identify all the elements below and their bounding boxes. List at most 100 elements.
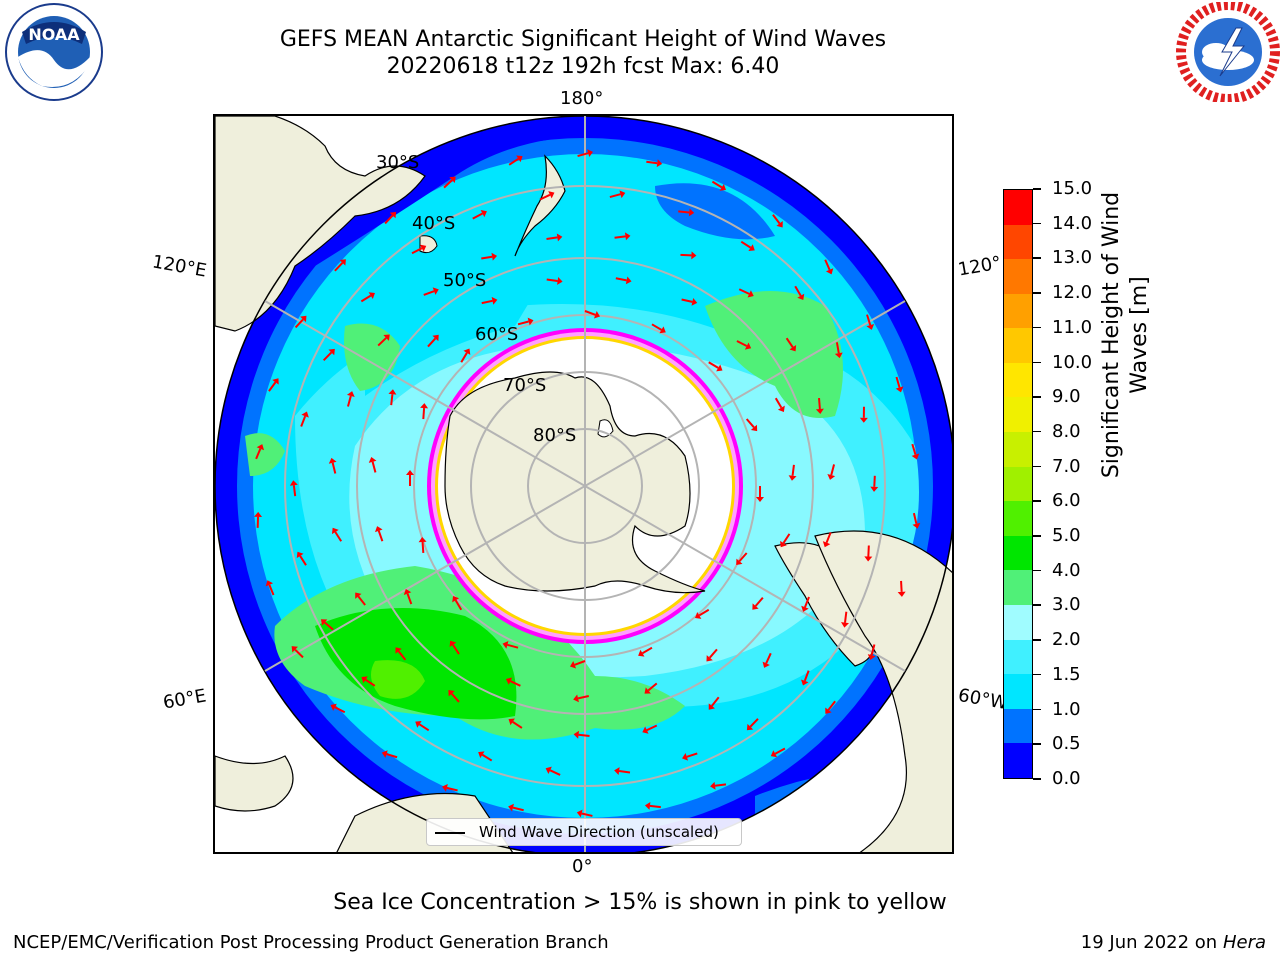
wave-direction-arrowhead [328, 457, 337, 464]
wave-direction-arrowhead [300, 315, 307, 323]
wave-direction-arrow [785, 337, 794, 348]
wave-direction-arrowhead [710, 781, 716, 790]
wave-direction-arrow [512, 806, 524, 812]
wave-direction-arrowhead [420, 403, 429, 409]
wave-direction-arrowhead [841, 622, 849, 628]
wave-direction-arrow [481, 255, 493, 260]
africa-south [215, 755, 294, 812]
wave-direction-arrowhead [502, 640, 509, 649]
wave-direction-arrow [450, 693, 460, 703]
wave-direction-arrow [774, 397, 783, 409]
wave-direction-arrowhead [870, 486, 879, 492]
wave-direction-arrowhead [573, 730, 580, 739]
wave-direction-arrowhead [406, 470, 414, 475]
wave-direction-arrow [427, 337, 437, 348]
colorbar-tick [1033, 604, 1041, 606]
legend-line-swatch [435, 832, 465, 834]
colorbar-tick-label: 11.0 [1052, 316, 1093, 338]
colorbar-segment [1004, 639, 1032, 675]
wave-direction-arrowhead [719, 184, 726, 191]
wave-direction-arrowhead [478, 751, 485, 759]
colorbar-tick [1033, 673, 1041, 676]
wave-direction-arrowhead [614, 767, 620, 776]
wave-direction-arrow [324, 621, 334, 631]
wave-direction-arrowhead [912, 522, 921, 529]
wave-direction-arrowhead [644, 687, 651, 694]
wave-direction-arrowhead [296, 551, 304, 559]
wave-direction-arrowhead [389, 211, 397, 219]
colorbar-segment [1004, 743, 1032, 778]
wave-direction-arrow [508, 157, 519, 166]
wave-direction-arrowhead [527, 317, 534, 326]
wave-direction-arrowhead [776, 221, 783, 228]
wave-direction-arrow [481, 753, 493, 762]
wave-direction-arrow [791, 464, 795, 476]
wave-direction-arrowhead [381, 750, 388, 758]
polar-map [215, 116, 952, 852]
wave-direction-arrow [510, 680, 521, 687]
wave-direction-arrowhead [339, 259, 346, 266]
wave-direction-arrowhead [644, 801, 651, 810]
colorbar-tick [1033, 361, 1041, 364]
lon-label-0: 0° [572, 856, 593, 877]
colorbar-tick-label: 12.0 [1052, 282, 1093, 304]
wave-direction-arrow [371, 461, 377, 473]
wave-direction-arrow [736, 340, 748, 347]
colorbar-tick [1033, 743, 1041, 745]
wave-direction-arrow [844, 611, 848, 623]
wave-direction-arrowhead [864, 556, 873, 562]
wave-direction-arrow [765, 652, 772, 664]
wave-direction-arrow [377, 337, 387, 347]
colorbar [1003, 189, 1033, 779]
wave-direction-arrowhead [480, 209, 487, 218]
map-legend: Wind Wave Direction (unscaled) [426, 818, 742, 846]
wave-direction-arrowhead [866, 323, 875, 330]
wave-direction-arrow [507, 643, 519, 649]
wave-direction-arrowhead [516, 155, 523, 163]
colorbar-tick-label: 14.0 [1052, 212, 1093, 234]
wave-direction-arrow [386, 753, 398, 759]
wave-direction-arrowhead [403, 588, 412, 596]
wave-direction-arrowhead [659, 326, 666, 334]
wave-direction-arrowhead [688, 208, 695, 217]
wave-direction-arrow [422, 407, 426, 420]
colorbar-tick [1033, 292, 1041, 294]
wave-direction-arrowhead [272, 378, 279, 385]
colorbar-tick-label: 13.0 [1052, 247, 1093, 269]
colorbar-tick [1033, 500, 1041, 502]
wave-direction-arrow [647, 682, 658, 692]
wave-direction-arrowhead [706, 655, 713, 662]
wave-direction-arrow [818, 397, 821, 410]
wave-direction-arrowhead [289, 480, 298, 486]
wave-direction-arrowhead [355, 592, 362, 599]
wave-direction-arrow [411, 247, 423, 255]
wave-direction-arrowhead [331, 527, 339, 535]
wave-direction-arrowhead [548, 191, 555, 199]
colorbar-segment [1004, 328, 1032, 363]
wave-direction-arrowhead [291, 646, 298, 653]
wave-direction-arrow [804, 596, 810, 608]
wave-direction-arrowhead [736, 558, 743, 566]
colorbar-segment [1004, 674, 1032, 709]
wave-direction-arrowhead [859, 417, 868, 423]
wave-direction-arrowhead [328, 348, 335, 356]
wave-direction-arrow [609, 193, 621, 199]
wave-direction-arrow [774, 747, 786, 755]
wave-direction-arrow [460, 352, 468, 363]
wave-direction-arrowhead [449, 640, 457, 648]
wave-direction-arrow [334, 706, 346, 714]
colorbar-tick-label: 7.0 [1052, 455, 1081, 477]
wave-direction-arrow [292, 485, 297, 497]
lat-label-60s: 60°S [475, 324, 519, 345]
colorbar-segment [1004, 708, 1032, 744]
wave-direction-arrowhead [825, 268, 834, 275]
wave-direction-arrow [708, 648, 718, 659]
wave-direction-arrow [294, 318, 304, 329]
colorbar-tick [1033, 778, 1041, 780]
lat-label-30s: 30°S [376, 152, 420, 173]
wave-direction-arrowhead [911, 453, 920, 460]
wave-direction-arrowhead [822, 541, 831, 548]
wave-direction-arrowhead [388, 389, 397, 395]
colorbar-segment [1004, 501, 1032, 536]
wave-direction-arrowhead [508, 718, 515, 726]
